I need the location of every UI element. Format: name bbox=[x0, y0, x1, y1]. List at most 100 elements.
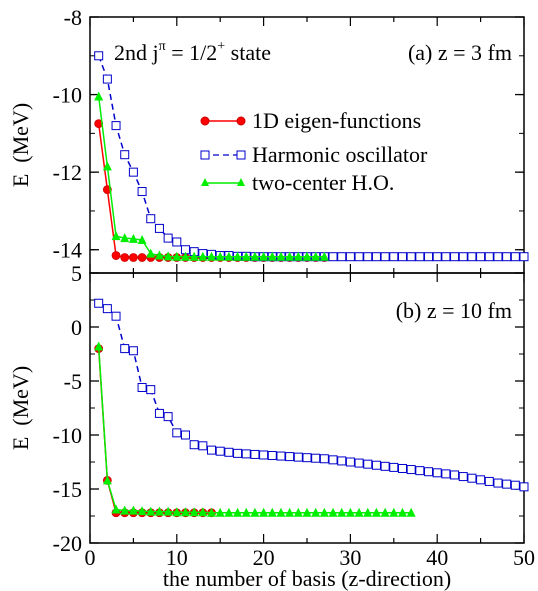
data-point bbox=[319, 507, 329, 517]
y-tick-label: -10 bbox=[53, 83, 82, 108]
data-point bbox=[493, 252, 503, 262]
data-point bbox=[215, 251, 225, 261]
data-point bbox=[302, 507, 312, 517]
data-point bbox=[172, 507, 182, 517]
data-point bbox=[120, 233, 130, 243]
data-point bbox=[233, 448, 243, 458]
data-point bbox=[415, 252, 425, 262]
data-point bbox=[328, 507, 338, 517]
data-point bbox=[94, 341, 104, 351]
legend-marker-ho-end bbox=[236, 150, 246, 160]
data-point bbox=[302, 453, 312, 463]
data-point bbox=[337, 456, 347, 466]
data-point bbox=[371, 507, 381, 517]
y-axis-label-a: E (MeV) bbox=[8, 103, 33, 187]
data-point bbox=[224, 447, 234, 457]
data-point bbox=[198, 507, 208, 517]
data-point bbox=[302, 251, 312, 261]
data-point bbox=[241, 449, 251, 459]
data-point bbox=[441, 252, 451, 262]
data-point bbox=[293, 507, 303, 517]
data-point bbox=[111, 311, 121, 321]
data-point bbox=[172, 428, 182, 438]
data-point bbox=[363, 507, 373, 517]
data-point bbox=[259, 507, 269, 517]
data-point bbox=[163, 233, 173, 243]
data-point bbox=[111, 504, 121, 514]
data-point bbox=[128, 253, 138, 262]
panel-b-label: (b) z = 10 fm bbox=[396, 298, 512, 323]
data-point bbox=[250, 507, 260, 517]
y-tick-label: -15 bbox=[53, 477, 82, 502]
data-point bbox=[380, 252, 390, 262]
y-axis-label-b: E (MeV) bbox=[8, 366, 33, 450]
data-point bbox=[397, 252, 407, 262]
y-tick-label: -12 bbox=[53, 160, 82, 185]
data-point bbox=[120, 505, 130, 515]
data-point bbox=[102, 475, 112, 485]
data-point bbox=[276, 251, 286, 261]
data-point bbox=[389, 507, 399, 517]
legend-marker-tc-end bbox=[237, 178, 245, 186]
data-point bbox=[111, 251, 121, 260]
x-tick-label: 0 bbox=[85, 545, 96, 570]
data-point bbox=[180, 507, 190, 517]
data-point bbox=[397, 463, 407, 473]
data-point bbox=[137, 253, 147, 262]
data-point bbox=[198, 251, 208, 261]
data-point bbox=[189, 507, 199, 517]
data-point bbox=[476, 475, 486, 485]
data-point bbox=[172, 237, 182, 247]
series-layer bbox=[94, 51, 529, 518]
data-point bbox=[371, 460, 381, 470]
data-point bbox=[345, 252, 355, 262]
data-point bbox=[328, 252, 338, 262]
data-point bbox=[207, 251, 217, 261]
data-point bbox=[441, 469, 451, 479]
data-point bbox=[259, 251, 269, 261]
series-triangle bbox=[94, 91, 329, 261]
data-point bbox=[163, 251, 173, 261]
data-point bbox=[163, 412, 173, 422]
data-point bbox=[233, 251, 243, 261]
data-point bbox=[215, 507, 225, 517]
data-point bbox=[154, 250, 164, 260]
data-point bbox=[276, 451, 286, 461]
data-point bbox=[502, 479, 512, 489]
data-point bbox=[154, 506, 164, 516]
data-point bbox=[128, 346, 138, 356]
data-point bbox=[111, 121, 121, 131]
data-point bbox=[198, 441, 208, 451]
data-point bbox=[189, 440, 199, 450]
data-point bbox=[154, 223, 164, 233]
state-label: 2nd jπ = 1/2+ state bbox=[114, 39, 271, 65]
data-point bbox=[337, 507, 347, 517]
data-point bbox=[502, 252, 512, 262]
legend-label-ho: Harmonic oscillator bbox=[252, 142, 428, 167]
data-point bbox=[337, 252, 347, 262]
data-point bbox=[189, 251, 199, 261]
y-tick-label: -10 bbox=[53, 423, 82, 448]
legend-marker-ho bbox=[200, 150, 210, 160]
data-point bbox=[319, 454, 329, 464]
data-point bbox=[180, 430, 190, 440]
data-point bbox=[293, 452, 303, 462]
data-point bbox=[102, 74, 112, 84]
data-point bbox=[146, 506, 156, 516]
data-point bbox=[311, 453, 321, 463]
data-point bbox=[102, 161, 112, 171]
data-point bbox=[94, 298, 104, 308]
data-point bbox=[94, 91, 104, 101]
data-point bbox=[120, 253, 130, 262]
data-point bbox=[267, 251, 277, 261]
data-point bbox=[120, 150, 130, 160]
x-tick-label: 20 bbox=[253, 545, 275, 570]
data-point bbox=[276, 507, 286, 517]
panel-a-label: (a) z = 3 fm bbox=[408, 40, 512, 65]
data-point bbox=[493, 478, 503, 488]
data-point bbox=[285, 507, 295, 517]
data-point bbox=[137, 382, 147, 392]
data-point bbox=[146, 214, 156, 224]
